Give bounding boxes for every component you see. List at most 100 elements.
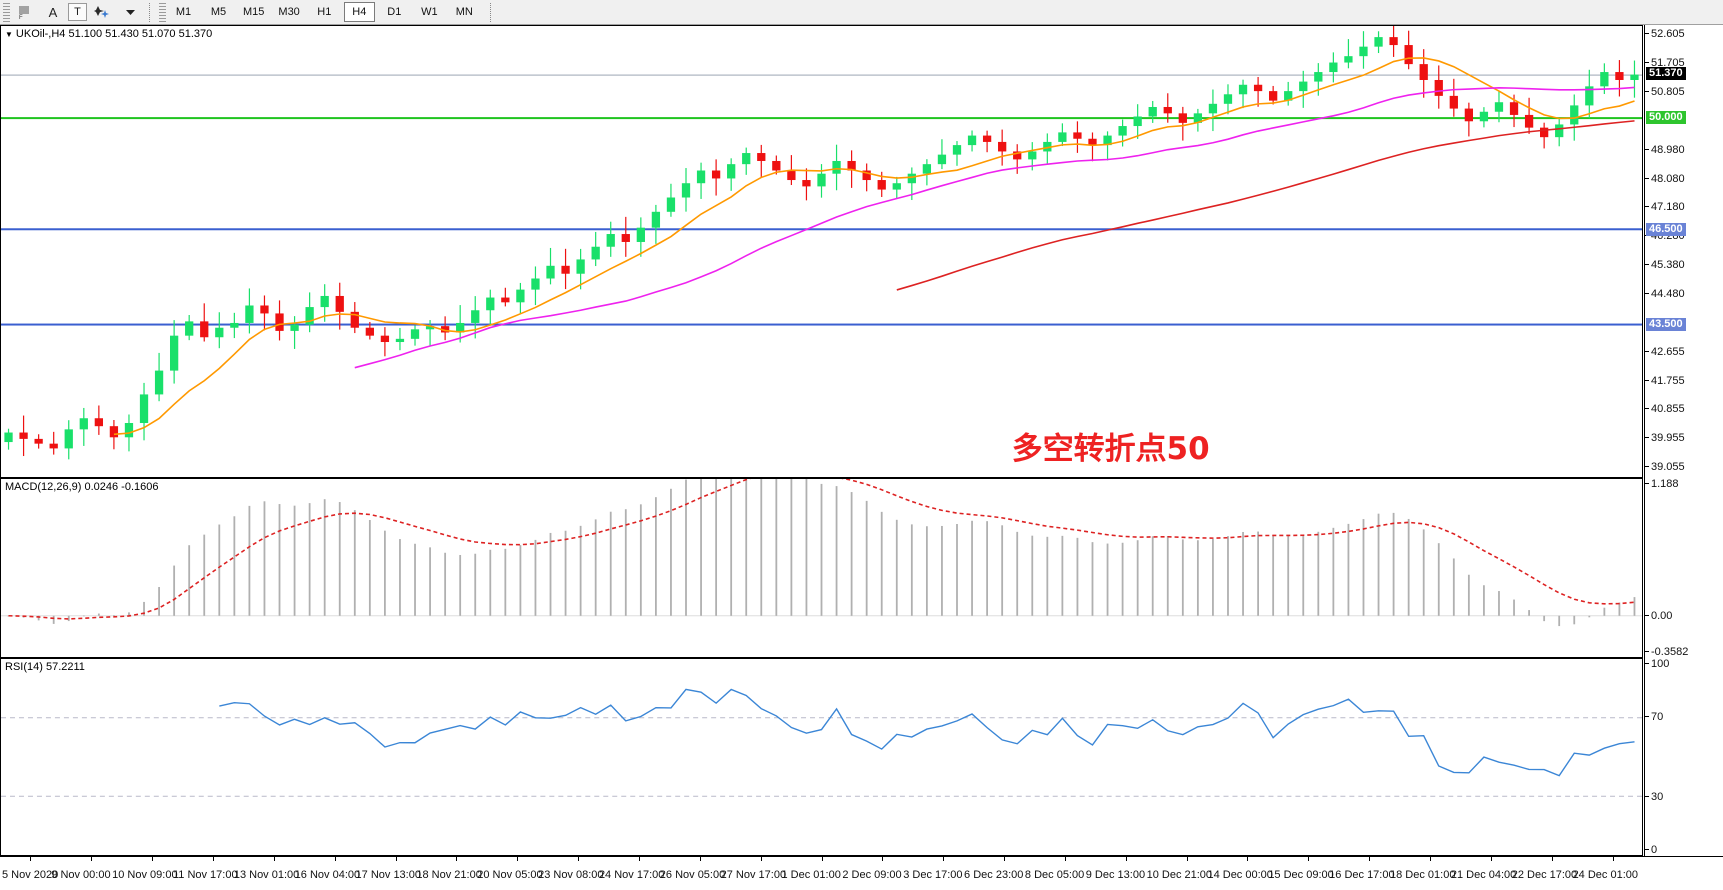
price-axis[interactable]: 52.605 51.705 50.805 48.980 48.080 47.180 46.2… [1644,25,1723,478]
macd-histogram-bar [1076,537,1079,616]
macd-histogram-bar [368,520,371,616]
candle-body [501,297,510,303]
macd-axis[interactable]: 1.188 0.00 -0.3582 [1644,478,1723,658]
macd-histogram-bar [1212,538,1214,616]
macd-tick: -0.3582 [1645,646,1723,658]
time-axis-label: 9 Dec 13:00 [1085,869,1146,881]
macd-histogram-bar [1332,527,1335,616]
rsi-axis[interactable]: 100 70 30 0 [1644,658,1723,856]
text-label-icon[interactable]: A [48,4,58,20]
shapes-icon[interactable] [89,1,115,24]
macd-histogram-bar [910,524,913,616]
time-axis-label: 14 Dec 00:00 [1207,869,1273,881]
macd-histogram-bar [775,479,778,616]
macd-histogram-bar [429,547,431,616]
timeframe-m5[interactable]: M5 [210,6,227,18]
time-axis[interactable]: 5 Nov 2020 9 Nov 00:00 10 Nov 09:00 11 Nov … [0,856,1723,890]
rsi-tick-label: 70 [1651,711,1664,724]
macd-histogram-bar [278,504,281,616]
crosshair-f-icon[interactable]: F [12,1,38,24]
timeframe-w1[interactable]: W1 [421,6,438,18]
macd-histogram-bar [715,479,718,616]
macd-histogram-bar [1498,591,1500,616]
timeframe-m1[interactable]: M1 [175,6,192,18]
price-panel[interactable]: ▼ UKOil-,H4 51.100 51.430 51.070 51.370 多… [0,25,1643,478]
time-axis-label: 23 Nov 08:00 [538,869,604,881]
timeframe-grip[interactable] [159,2,166,22]
price-badge[interactable]: 43.500 [1646,318,1686,332]
candle-body [365,327,374,336]
macd-histogram-bar [925,526,928,616]
macd-panel[interactable]: MACD(12,26,9) 0.0246 -0.1606 [0,478,1643,658]
timeframe-h1[interactable]: H1 [317,6,332,18]
text-box-icon[interactable]: T [68,3,87,21]
macd-histogram-bar [1362,519,1365,616]
timeframe-m15[interactable]: M15 [243,6,265,18]
collapse-triangle-icon[interactable]: ▼ [5,30,13,39]
candle-body [124,423,134,438]
candle-wick [53,431,55,455]
chart-area[interactable]: ▼ UKOil-,H4 51.100 51.430 51.070 51.370 多… [0,25,1723,890]
candle-body [832,160,841,174]
candle-body [200,321,209,338]
toolbar: F A T M1 M5 M15 M30 H1 H4 D1 W1 MN [0,0,1723,25]
macd-histogram-bar [1513,599,1515,616]
toolbar-grip[interactable] [3,2,10,22]
macd-histogram-bar [730,479,733,616]
rsi-tick: 30 [1645,791,1723,803]
timeframe-mn[interactable]: MN [455,6,473,18]
macd-histogram-bar [1588,615,1591,618]
timeframe-m30[interactable]: M30 [278,6,300,18]
candle-body [621,234,630,242]
timeframe-d1[interactable]: D1 [387,6,402,18]
price-tick-label: 39.055 [1651,460,1685,473]
macd-histogram-bar [414,543,416,616]
macd-histogram-bar [519,545,522,616]
candle-body [1163,106,1172,114]
macd-histogram-bar [594,519,597,616]
price-badge[interactable]: 46.500 [1646,222,1686,236]
price-tick-label: 47.180 [1651,201,1685,214]
candle-body [19,432,28,439]
macd-histogram-bar [685,479,687,616]
price-tick: 52.605 [1645,28,1723,40]
time-axis-label: 10 Nov 09:00 [112,869,178,881]
rsi-plot [1,688,1642,797]
macd-histogram-bar [399,539,401,616]
macd-tick-label: 0.00 [1651,610,1673,623]
candle-body [666,197,676,212]
price-badge[interactable]: 51.370 [1646,67,1686,81]
macd-histogram-bar [459,554,462,616]
price-tick: 40.855 [1645,403,1723,415]
timeframe-h4[interactable]: H4 [343,2,375,22]
ma-mid-line [354,86,1635,369]
rsi-tick-label: 0 [1651,844,1658,856]
candle-body [169,335,179,371]
candle-body [998,141,1007,152]
macd-histogram-bar [1242,531,1244,616]
chevron-down-icon[interactable] [117,1,143,24]
candle-body [937,154,947,165]
rsi-tick: 70 [1645,711,1723,723]
candle-body [576,259,585,274]
rsi-panel[interactable]: RSI(14) 57.2211 [0,658,1643,856]
macd-histogram-bar [1603,607,1606,616]
candle-body [516,289,525,303]
macd-histogram-bar [323,499,326,616]
rsi-tick: 0 [1645,844,1723,856]
macd-histogram-bar [654,497,657,616]
macd-histogram-bar [1001,525,1004,616]
price-badge[interactable]: 50.000 [1646,111,1686,124]
candle-body [1434,79,1443,96]
candle-wick [504,287,506,307]
macd-histogram-bar [639,504,642,616]
macd-histogram-bar [850,492,853,616]
macd-histogram-bar [700,479,702,616]
price-tick-label: 50.805 [1651,85,1685,98]
macd-histogram-bar [143,601,145,616]
macd-histogram-bar [1151,536,1154,616]
rsi-tick-label: 30 [1651,790,1664,803]
macd-histogram-bar [880,511,883,616]
candle-wick [293,316,296,349]
